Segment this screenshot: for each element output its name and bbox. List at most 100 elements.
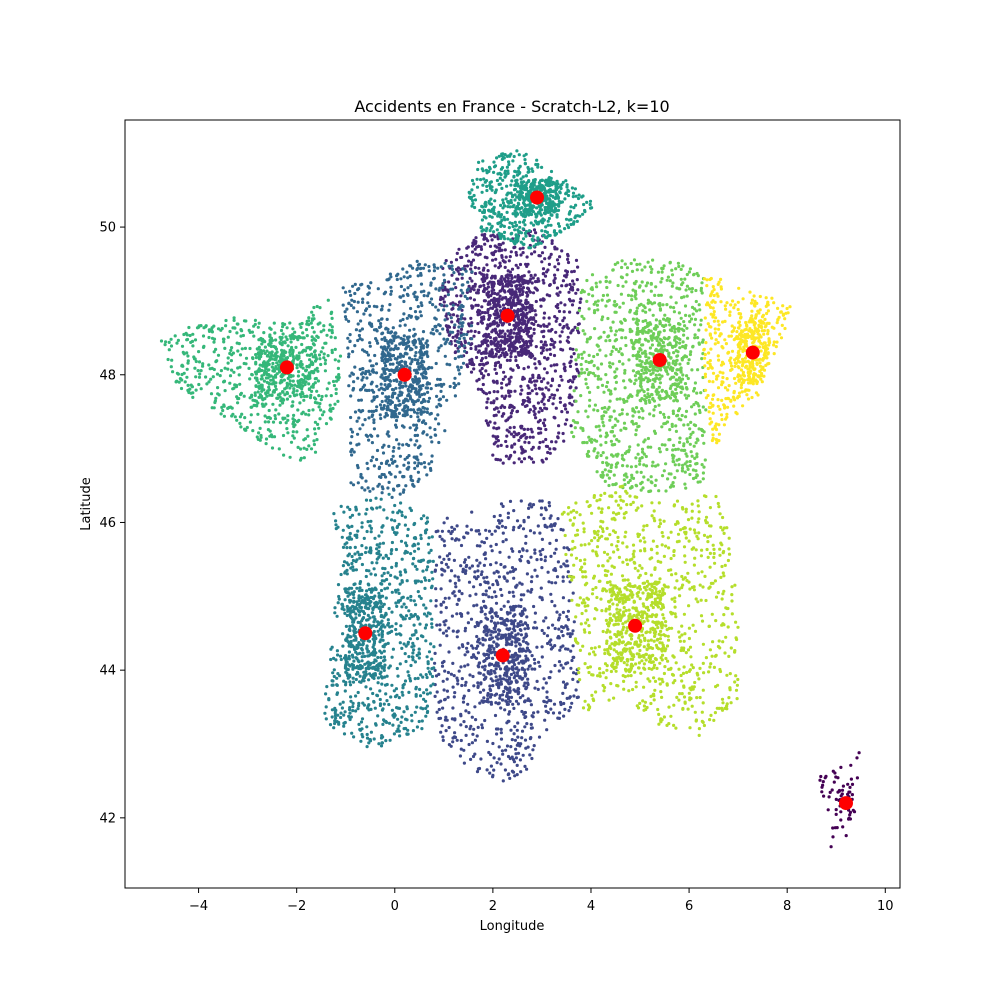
data-point bbox=[509, 633, 513, 637]
data-point bbox=[502, 321, 506, 325]
data-point bbox=[379, 655, 383, 660]
data-point bbox=[499, 727, 503, 732]
data-point bbox=[508, 776, 512, 781]
data-point bbox=[508, 358, 512, 362]
data-point bbox=[349, 394, 353, 398]
data-point bbox=[511, 528, 515, 532]
data-point bbox=[345, 667, 349, 672]
data-point bbox=[509, 619, 513, 623]
data-point bbox=[405, 316, 409, 320]
data-point bbox=[526, 262, 530, 266]
data-point bbox=[499, 243, 503, 247]
data-point bbox=[365, 529, 369, 534]
data-point bbox=[380, 356, 384, 360]
data-point bbox=[505, 299, 509, 303]
data-point bbox=[480, 233, 484, 237]
data-point bbox=[517, 438, 521, 442]
data-point bbox=[382, 571, 386, 576]
data-point bbox=[383, 336, 387, 340]
data-point bbox=[351, 680, 356, 684]
data-point bbox=[455, 294, 459, 298]
data-point bbox=[442, 300, 446, 304]
data-point bbox=[514, 291, 518, 295]
data-point bbox=[566, 326, 570, 330]
data-point bbox=[443, 544, 447, 548]
data-point bbox=[516, 266, 520, 270]
data-point bbox=[342, 724, 346, 728]
data-point bbox=[568, 378, 572, 382]
data-point bbox=[557, 384, 561, 388]
data-point bbox=[571, 279, 575, 283]
data-point bbox=[400, 557, 404, 561]
data-point bbox=[450, 307, 454, 311]
data-point bbox=[510, 547, 514, 551]
data-point bbox=[387, 463, 391, 467]
data-point bbox=[412, 522, 416, 527]
data-point bbox=[394, 418, 399, 423]
data-point bbox=[452, 674, 456, 678]
data-point bbox=[540, 499, 544, 503]
data-point bbox=[425, 433, 429, 437]
data-point bbox=[499, 320, 503, 324]
data-point bbox=[391, 454, 395, 458]
data-point bbox=[553, 265, 557, 269]
data-point bbox=[453, 376, 457, 380]
data-point bbox=[509, 355, 513, 359]
data-point bbox=[492, 626, 496, 630]
data-point bbox=[545, 357, 549, 361]
data-point bbox=[540, 458, 544, 462]
data-point bbox=[483, 279, 487, 283]
data-point bbox=[463, 558, 467, 562]
data-point bbox=[555, 258, 560, 262]
data-point bbox=[530, 308, 534, 313]
data-point bbox=[508, 676, 512, 680]
data-point bbox=[416, 446, 421, 450]
data-point bbox=[366, 654, 370, 658]
data-point bbox=[388, 372, 392, 377]
data-point bbox=[559, 565, 563, 569]
data-point bbox=[424, 371, 428, 375]
data-point bbox=[500, 287, 505, 291]
data-point bbox=[350, 435, 354, 439]
data-point bbox=[353, 545, 357, 550]
data-point bbox=[405, 579, 409, 583]
data-point bbox=[410, 719, 414, 723]
data-point bbox=[570, 403, 574, 407]
data-point bbox=[445, 634, 449, 638]
data-point bbox=[498, 249, 502, 253]
data-point bbox=[548, 347, 552, 351]
data-point bbox=[490, 289, 494, 293]
data-point bbox=[360, 666, 364, 670]
data-point bbox=[382, 602, 386, 606]
data-point bbox=[416, 617, 420, 621]
data-point bbox=[394, 632, 399, 636]
data-point bbox=[411, 482, 415, 487]
data-point bbox=[384, 596, 388, 600]
data-point bbox=[565, 283, 569, 287]
data-point bbox=[356, 481, 360, 485]
data-point bbox=[416, 415, 420, 419]
data-point bbox=[341, 286, 345, 290]
data-point bbox=[432, 276, 436, 280]
data-point bbox=[400, 580, 404, 584]
data-point bbox=[482, 283, 486, 287]
data-point bbox=[539, 340, 543, 344]
data-point bbox=[378, 649, 382, 653]
data-point bbox=[410, 713, 414, 717]
data-point bbox=[463, 629, 467, 633]
data-point bbox=[414, 694, 418, 698]
data-point bbox=[414, 315, 418, 319]
data-point bbox=[841, 784, 846, 788]
data-point bbox=[433, 694, 437, 699]
data-point bbox=[489, 306, 493, 310]
data-point bbox=[565, 410, 570, 414]
data-point bbox=[369, 322, 373, 326]
data-point bbox=[475, 634, 479, 639]
data-point bbox=[419, 533, 423, 537]
data-point bbox=[511, 627, 516, 631]
data-point bbox=[377, 595, 381, 599]
data-point bbox=[488, 391, 492, 395]
data-point bbox=[413, 564, 417, 569]
data-point bbox=[364, 685, 368, 689]
data-point bbox=[510, 566, 515, 570]
